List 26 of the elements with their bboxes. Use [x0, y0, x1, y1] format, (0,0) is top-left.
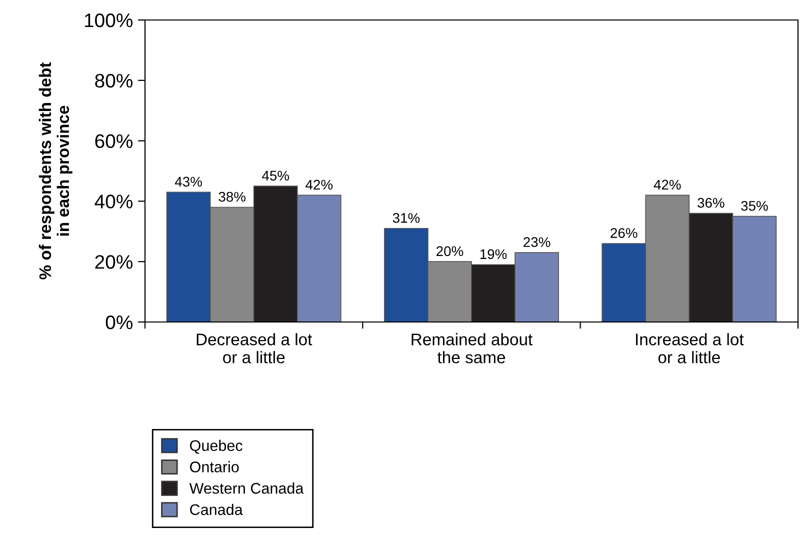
x-tick-label: Remained about the same: [412, 333, 533, 364]
data-label: 38%: [218, 192, 246, 202]
y-tick-label: 0%: [106, 315, 133, 330]
y-tick-label: 80%: [95, 74, 133, 88]
data-label: 23%: [524, 237, 550, 248]
data-label: 31%: [392, 213, 420, 223]
data-label: 36%: [698, 198, 724, 208]
legend-label: Quebec: [190, 440, 242, 454]
data-label: 42%: [654, 180, 681, 190]
data-label: 26%: [610, 228, 638, 238]
y-tick-label: 40%: [94, 194, 133, 208]
data-label: 45%: [262, 170, 290, 181]
data-label: 42%: [306, 180, 333, 190]
x-tick-label: Decreased a lot or a little: [196, 333, 312, 364]
data-label: 19%: [480, 249, 507, 260]
y-axis-title: % of respondents with debt in each province: [38, 62, 72, 280]
legend-label: Western Canada: [189, 482, 304, 494]
y-tick-label: 60%: [95, 134, 133, 148]
data-label: 35%: [741, 200, 768, 211]
y-tick-label: 20%: [95, 255, 133, 269]
data-label: 20%: [436, 246, 464, 256]
legend-label: Canada: [190, 504, 243, 516]
x-tick-label: Increased a lot or a little: [636, 333, 744, 364]
legend-label: Ontario: [190, 461, 239, 472]
y-tick-label: 100%: [84, 13, 133, 28]
data-label: 43%: [174, 176, 202, 187]
